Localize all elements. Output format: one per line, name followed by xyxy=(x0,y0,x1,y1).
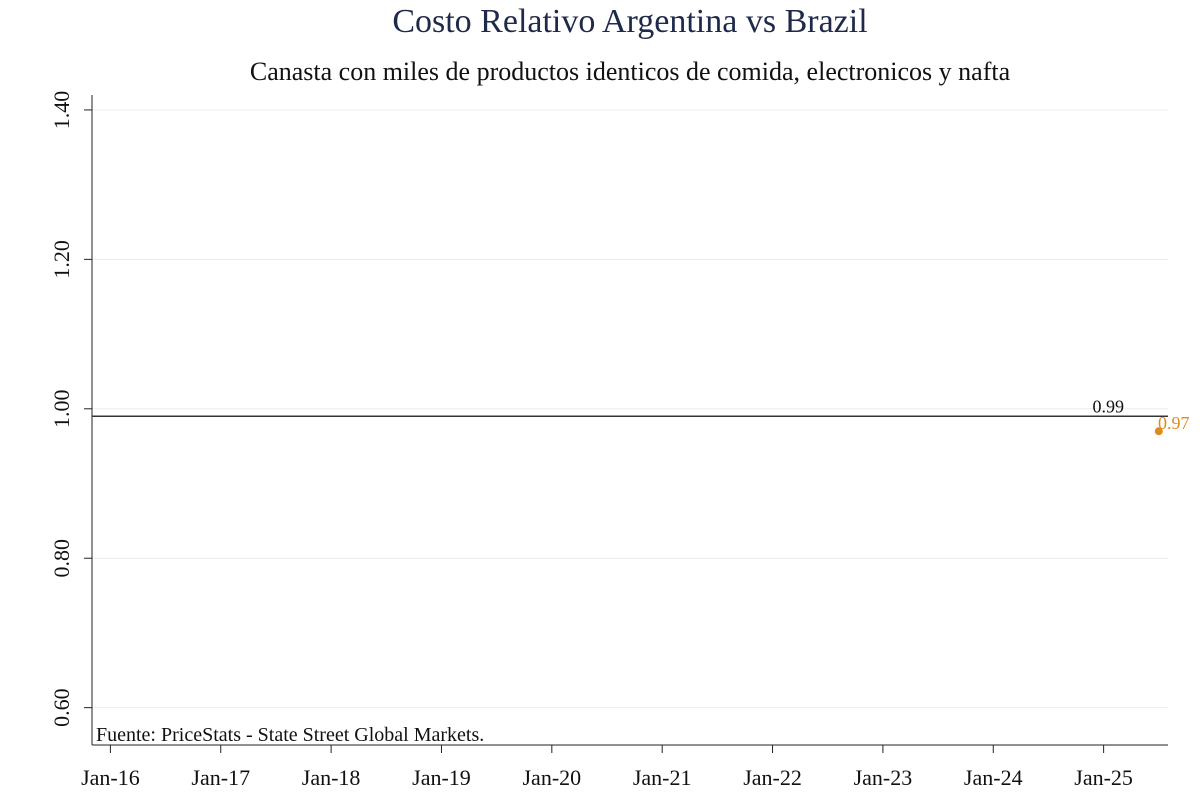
end-label: 0.97 xyxy=(1158,413,1190,433)
x-tick-label: Jan-21 xyxy=(633,765,692,790)
x-tick-label: Jan-25 xyxy=(1074,765,1133,790)
x-tick-label: Jan-18 xyxy=(302,765,361,790)
y-tick-label: 1.40 xyxy=(49,91,74,130)
x-tick-label: Jan-23 xyxy=(854,765,913,790)
source-note: Fuente: PriceStats - State Street Global… xyxy=(96,724,484,746)
x-tick-label: Jan-17 xyxy=(191,765,250,790)
end-marker xyxy=(1154,427,1163,436)
y-tick-label: 1.20 xyxy=(49,240,74,279)
x-tick-label: Jan-19 xyxy=(412,765,471,790)
y-tick-label: 0.80 xyxy=(49,539,74,578)
y-tick-label: 1.00 xyxy=(49,390,74,429)
x-tick-label: Jan-24 xyxy=(964,765,1023,790)
y-tick-label: 0.60 xyxy=(49,688,74,727)
x-tick-label: Jan-20 xyxy=(523,765,582,790)
reference-label: 0.99 xyxy=(1093,396,1125,416)
chart-subtitle: Canasta con miles de productos identicos… xyxy=(250,57,1011,86)
x-tick-label: Jan-22 xyxy=(743,765,802,790)
x-tick-label: Jan-16 xyxy=(81,765,140,790)
chart-title: Costo Relativo Argentina vs Brazil xyxy=(392,3,867,40)
